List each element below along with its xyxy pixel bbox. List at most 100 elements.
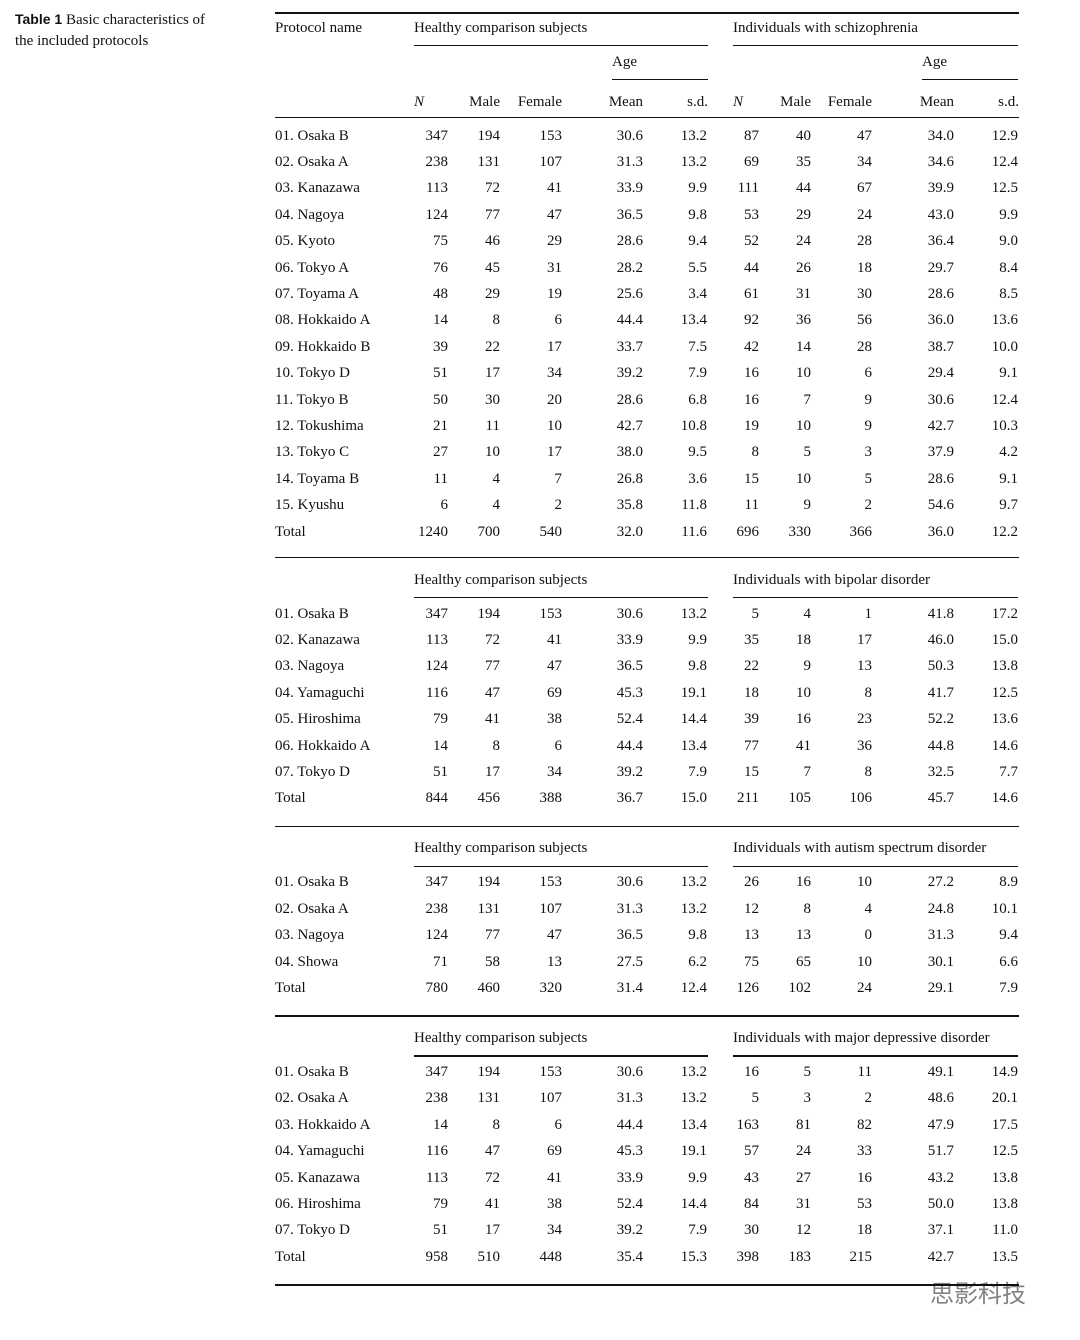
cell: 50 — [433, 391, 448, 408]
protocol-name: 03. Kanazawa — [275, 180, 360, 197]
cell: 4 — [492, 470, 501, 487]
cell: 8 — [864, 763, 873, 780]
cell: 153 — [539, 874, 563, 891]
cell: 398 — [736, 1248, 760, 1265]
cell: 29.4 — [927, 365, 954, 382]
cell: 76 — [433, 259, 448, 276]
cell: 9 — [803, 658, 812, 675]
caption-label: Table 1 — [15, 11, 63, 27]
cell: 19.1 — [680, 1143, 707, 1160]
protocol-name: 06. Hokkaido A — [275, 737, 371, 754]
cell: 18 — [857, 259, 872, 276]
cell: 4 — [864, 900, 873, 917]
cell: 9.9 — [999, 206, 1018, 223]
cell: 124 — [425, 658, 449, 675]
cell: 25.6 — [616, 285, 643, 302]
cell: 6 — [554, 312, 563, 329]
cell: 45.3 — [616, 684, 643, 701]
cell: 44.4 — [616, 737, 643, 754]
cell: 131 — [477, 900, 501, 917]
cell: 47 — [547, 927, 562, 944]
cell: 347 — [425, 127, 449, 144]
cell: 17 — [547, 444, 562, 461]
cell: 18 — [744, 684, 759, 701]
cell: 8 — [864, 684, 873, 701]
cell: 153 — [539, 605, 563, 622]
cell: 33.7 — [616, 338, 643, 355]
cell: 52.2 — [927, 711, 954, 728]
column-header: Female — [517, 93, 562, 110]
cell: 29 — [796, 206, 811, 223]
cell: 9.4 — [999, 927, 1018, 944]
cell: 50.3 — [927, 658, 954, 675]
cell: 13.2 — [680, 605, 707, 622]
cell: 8 — [492, 1116, 501, 1133]
cell: 31.3 — [616, 1090, 643, 1107]
cell: 13 — [547, 953, 562, 970]
cell: 45.7 — [927, 790, 954, 807]
cell: 58 — [485, 953, 500, 970]
cell: 13.8 — [991, 1169, 1018, 1186]
rule — [733, 45, 1018, 47]
cell: 36.5 — [616, 658, 643, 675]
cell: 46.0 — [927, 631, 954, 648]
protocol-name: 03. Hokkaido A — [275, 1116, 371, 1133]
cell: 36.5 — [616, 206, 643, 223]
cell: 388 — [539, 790, 563, 807]
cell: 347 — [425, 1063, 449, 1080]
rule — [275, 557, 1019, 559]
cell: 37.9 — [927, 444, 954, 461]
cell: 27 — [796, 1169, 811, 1186]
cell: 35.4 — [616, 1248, 643, 1265]
cell: 12.2 — [991, 523, 1018, 540]
cell: 29.7 — [927, 259, 954, 276]
cell: 28.6 — [927, 285, 954, 302]
cell: 700 — [477, 523, 501, 540]
cell: 65 — [796, 953, 811, 970]
cell: 696 — [736, 523, 760, 540]
cell: 31 — [796, 285, 811, 302]
cell: 72 — [485, 1169, 500, 1186]
cell: 6.2 — [688, 953, 707, 970]
cell: 61 — [744, 285, 759, 302]
cell: 106 — [849, 790, 873, 807]
cell: 6 — [554, 1116, 563, 1133]
cell: 9.8 — [688, 927, 707, 944]
cell: 105 — [788, 790, 812, 807]
cell: 69 — [547, 1143, 562, 1160]
protocol-name: 07. Toyama A — [275, 285, 360, 302]
cell: 33.9 — [616, 1169, 643, 1186]
cell: 36.7 — [616, 790, 643, 807]
rule — [275, 1015, 1019, 1017]
cell: 51 — [433, 1222, 448, 1239]
cell: 34 — [547, 763, 562, 780]
cell: 43.0 — [927, 206, 954, 223]
cell: 20.1 — [991, 1090, 1018, 1107]
cell: 44.4 — [616, 312, 643, 329]
cell: 17 — [857, 631, 872, 648]
cell: 7.9 — [688, 1222, 707, 1239]
cell: 4 — [803, 605, 812, 622]
cell: 8 — [492, 737, 501, 754]
cell: 4.2 — [999, 444, 1018, 461]
group-header: Healthy comparison subjects — [414, 1029, 588, 1046]
cell: 52.4 — [616, 711, 643, 728]
protocol-name: 06. Tokyo A — [275, 259, 350, 276]
cell: 84 — [744, 1195, 759, 1212]
cell: 36.5 — [616, 927, 643, 944]
cell: 24 — [857, 206, 872, 223]
cell: 15.0 — [680, 790, 707, 807]
cell: 38 — [547, 711, 562, 728]
cell: 8.4 — [999, 259, 1018, 276]
cell: 11 — [744, 497, 759, 514]
cell: 194 — [477, 874, 501, 891]
cell: 131 — [477, 153, 501, 170]
cell: 12 — [744, 900, 759, 917]
cell: 8 — [803, 900, 812, 917]
protocol-name: 01. Osaka B — [275, 1063, 349, 1080]
cell: 30.6 — [616, 127, 643, 144]
protocol-name: 15. Kyushu — [275, 497, 345, 514]
cell: 41 — [547, 1169, 562, 1186]
cell: 11.8 — [681, 497, 707, 514]
cell: 40 — [796, 127, 811, 144]
